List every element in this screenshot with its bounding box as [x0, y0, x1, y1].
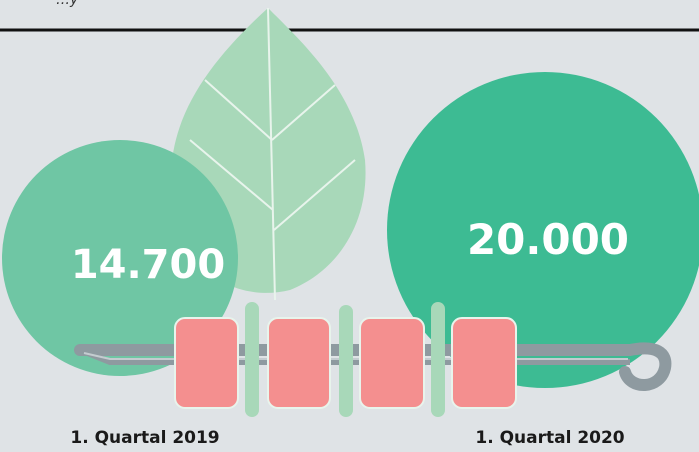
- left-circle: [2, 140, 238, 376]
- left-label: 1. Quartal 2019: [70, 428, 219, 448]
- skewer-pieces: [174, 302, 517, 417]
- header-fragment: …y: [56, 0, 79, 8]
- left-value: 14.700: [71, 242, 225, 288]
- right-circle: [387, 72, 699, 388]
- right-label: 1. Quartal 2020: [475, 428, 624, 448]
- right-value: 20.000: [467, 215, 629, 264]
